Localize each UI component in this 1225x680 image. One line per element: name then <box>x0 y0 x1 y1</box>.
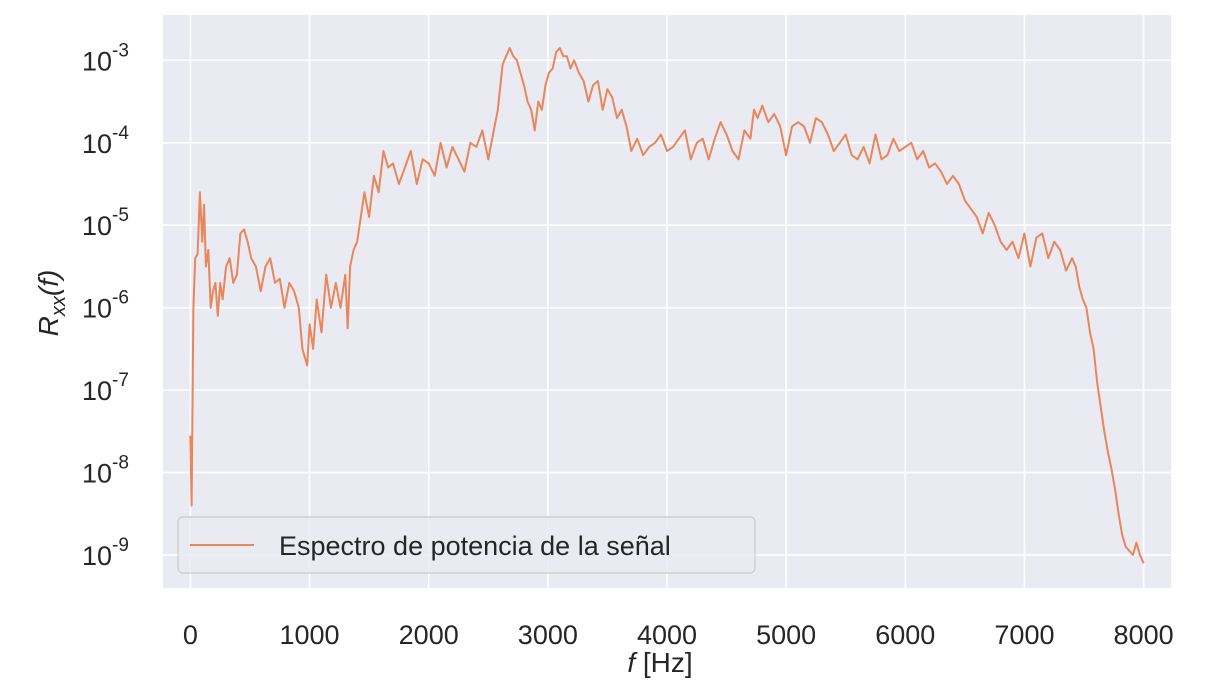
y-axis: 10-9 10-8 10-7 10-6 10-5 10-4 10-3 <box>82 40 129 571</box>
y-tick-label: 10-5 <box>82 205 129 241</box>
series-line <box>189 47 1145 564</box>
y-tick-label: 10-8 <box>82 453 129 489</box>
x-tick-label: 8000 <box>1114 620 1174 650</box>
x-axis: 0 1000 2000 3000 4000 5000 6000 7000 8000 <box>183 620 1174 650</box>
x-axis-label: f [Hz] <box>627 647 692 678</box>
x-tick-label: 4000 <box>637 620 697 650</box>
y-tick-label: 10-6 <box>82 288 129 324</box>
x-tick-label: 5000 <box>756 620 816 650</box>
x-tick-label: 2000 <box>399 620 459 650</box>
legend-label: Espectro de potencia de la señal <box>279 531 671 561</box>
x-tick-label: 1000 <box>280 620 340 650</box>
legend: Espectro de potencia de la señal <box>177 516 756 574</box>
x-tick-label: 6000 <box>875 620 935 650</box>
x-tick-label: 7000 <box>994 620 1054 650</box>
y-tick-label: 10-9 <box>82 535 129 571</box>
x-tick-label: 3000 <box>518 620 578 650</box>
y-tick-label: 10-3 <box>82 40 129 76</box>
y-tick-label: 10-4 <box>82 123 129 159</box>
legend-box <box>177 516 756 574</box>
y-axis-label: Rxx(f) <box>33 270 70 337</box>
y-tick-label: 10-7 <box>82 370 129 406</box>
x-tick-label: 0 <box>183 620 198 650</box>
